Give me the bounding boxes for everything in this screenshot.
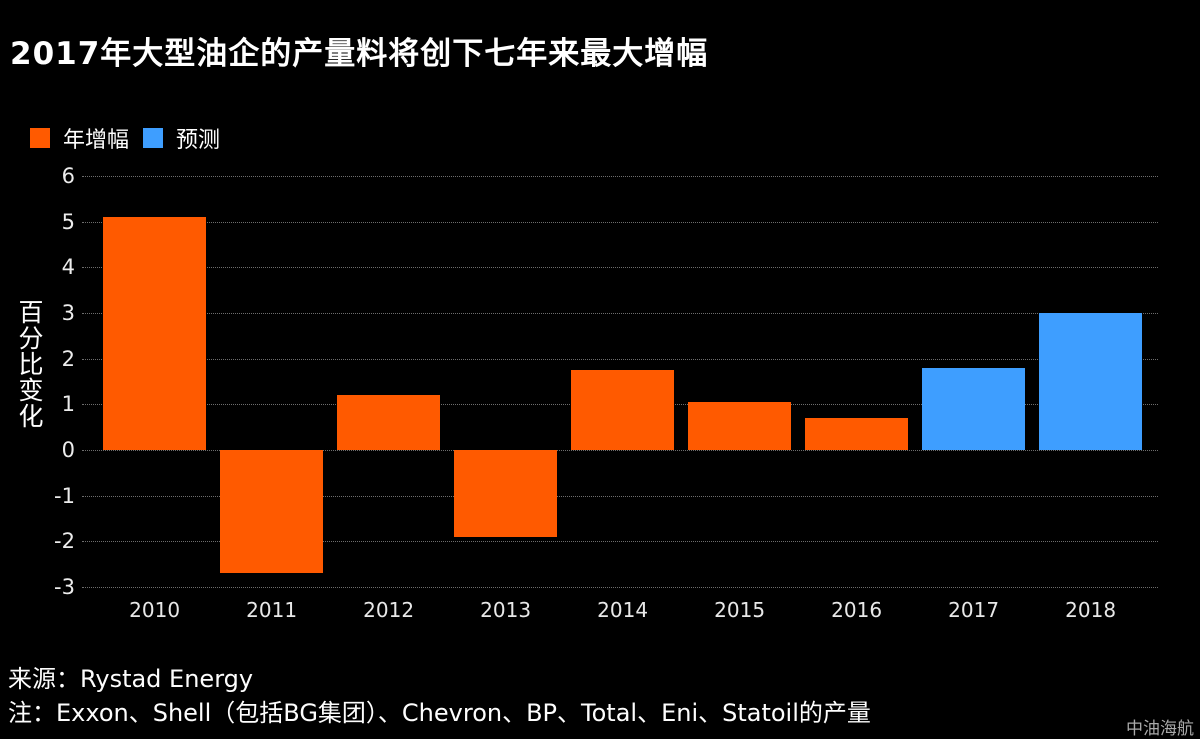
- gridline--3: [82, 587, 1158, 588]
- y-tick-label-3: 3: [61, 301, 75, 325]
- gridline-3: [82, 313, 1158, 314]
- bar-2013: [454, 450, 558, 537]
- y-axis-title: 百分比变化: [15, 299, 44, 429]
- legend-label-actual: 年增幅: [63, 128, 130, 153]
- bar-2011: [220, 450, 324, 574]
- gridline-2: [82, 358, 1158, 360]
- plot-area: [82, 176, 1158, 588]
- x-tick-label-2013: 2013: [480, 598, 532, 622]
- y-tick-label-0: 0: [61, 438, 75, 462]
- bar-2014: [571, 370, 675, 450]
- y-tick-label--3: -3: [54, 575, 75, 599]
- watermark-text: 中油海航: [1126, 719, 1194, 739]
- gridline-4: [82, 267, 1158, 269]
- x-tick-label-2016: 2016: [831, 598, 883, 622]
- y-tick-label-5: 5: [61, 209, 75, 234]
- legend-label-forecast: 预测: [176, 128, 221, 153]
- bar-2012: [337, 395, 441, 450]
- y-tick-label-4: 4: [61, 255, 75, 280]
- legend: 年增幅 预测: [30, 122, 220, 154]
- gridline--1: [82, 495, 1158, 497]
- y-tick-label-2: 2: [61, 346, 75, 371]
- y-tick-label-6: 6: [61, 164, 75, 188]
- x-tick-label-2012: 2012: [363, 598, 415, 622]
- x-tick-label-2015: 2015: [714, 598, 766, 622]
- y-tick-label--2: -2: [54, 529, 75, 554]
- legend-swatch-forecast: [143, 128, 164, 148]
- x-tick-label-2011: 2011: [246, 598, 298, 622]
- x-tick-label-2017: 2017: [948, 598, 1000, 622]
- x-tick-label-2014: 2014: [597, 598, 649, 622]
- x-tick-label-2010: 2010: [129, 598, 181, 622]
- x-tick-label-2018: 2018: [1065, 598, 1117, 622]
- chart-title: 2017年大型油企的产量料将创下七年来最大增幅: [10, 36, 709, 72]
- bar-2018: [1039, 313, 1143, 450]
- y-tick-label-1: 1: [61, 392, 75, 417]
- legend-swatch-actual: [30, 128, 50, 148]
- bar-2017: [922, 367, 1026, 450]
- bar-2010: [103, 217, 207, 450]
- gridline-6: [82, 176, 1158, 177]
- source-text: 来源：Rystad Energy: [8, 665, 254, 693]
- y-tick-label--1: -1: [54, 483, 75, 508]
- gridline--2: [82, 541, 1158, 543]
- bar-2015: [688, 402, 792, 450]
- gridline-0: [82, 450, 1158, 451]
- bar-2016: [805, 418, 909, 450]
- note-text: 注：Exxon、Shell（包括BG集团）、Chevron、BP、Total、E…: [8, 699, 871, 727]
- gridline-5: [82, 221, 1158, 223]
